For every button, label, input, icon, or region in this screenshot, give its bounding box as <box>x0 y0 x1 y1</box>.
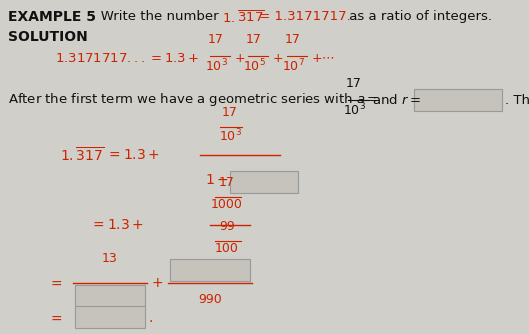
Text: $10^3$: $10^3$ <box>218 128 241 145</box>
Bar <box>75 306 145 328</box>
Text: $+$: $+$ <box>151 276 163 290</box>
Text: $1.\overline{317}$: $1.\overline{317}$ <box>222 10 264 26</box>
Text: SOLUTION: SOLUTION <box>8 30 88 44</box>
Text: and $r =$: and $r =$ <box>372 93 421 107</box>
Text: 100: 100 <box>215 242 239 255</box>
Text: After the first term we have a geometric series with $a =$: After the first term we have a geometric… <box>8 92 379 109</box>
Text: $+$: $+$ <box>272 51 283 64</box>
Text: $+$: $+$ <box>234 51 245 64</box>
Text: $10^5$: $10^5$ <box>243 58 266 74</box>
Text: $=$: $=$ <box>48 276 63 290</box>
Text: = 1.3171717...: = 1.3171717... <box>255 10 359 23</box>
Text: $1.\overline{317}$: $1.\overline{317}$ <box>60 146 104 164</box>
Text: $= 1.3 +$: $= 1.3 +$ <box>148 51 199 64</box>
Text: 17: 17 <box>285 33 301 46</box>
Text: .: . <box>148 311 152 325</box>
Text: 17: 17 <box>208 33 224 46</box>
Text: $10^7$: $10^7$ <box>281 58 305 74</box>
Text: 17: 17 <box>222 106 238 119</box>
Text: 99: 99 <box>219 220 235 233</box>
Text: as a ratio of integers.: as a ratio of integers. <box>345 10 492 23</box>
Text: 13: 13 <box>102 252 118 265</box>
Text: $+ \cdots$: $+ \cdots$ <box>311 51 334 64</box>
Text: $10^3$: $10^3$ <box>343 102 366 119</box>
Text: 17: 17 <box>346 77 362 90</box>
Text: Write the number: Write the number <box>88 10 223 23</box>
Text: $=$: $=$ <box>48 311 63 325</box>
Text: 17: 17 <box>219 176 235 189</box>
Text: 990: 990 <box>198 293 222 306</box>
Text: $= 1.3 +$: $= 1.3 +$ <box>90 218 144 232</box>
Bar <box>414 89 502 111</box>
Text: 17: 17 <box>246 33 262 46</box>
Text: $1.3171717...$: $1.3171717...$ <box>55 51 145 64</box>
Text: $1 -$: $1 -$ <box>205 173 229 187</box>
Text: EXAMPLE 5: EXAMPLE 5 <box>8 10 96 24</box>
Text: . Therefore: . Therefore <box>505 94 529 107</box>
Bar <box>75 285 145 307</box>
Bar <box>230 171 298 193</box>
Text: $= 1.3 +$: $= 1.3 +$ <box>106 148 160 162</box>
Text: 1000: 1000 <box>211 198 243 211</box>
Bar <box>170 259 250 281</box>
Text: $10^3$: $10^3$ <box>205 58 227 74</box>
